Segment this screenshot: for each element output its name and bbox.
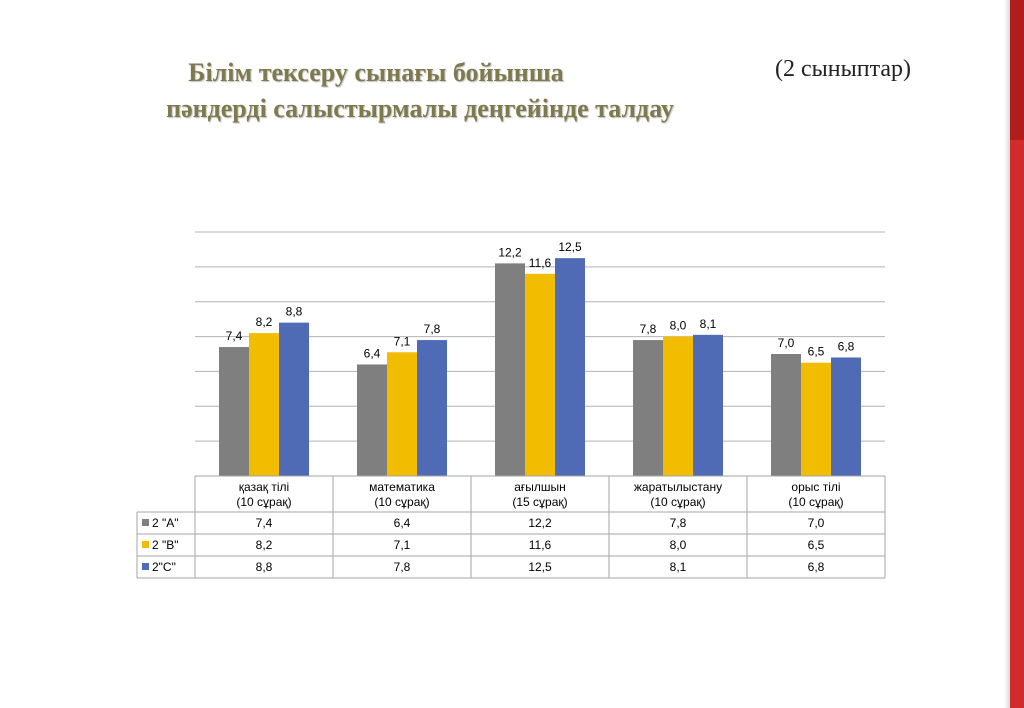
slide-title: Білім тексеру сынағы бойынша пәндерді са… — [60, 55, 780, 127]
bar — [279, 322, 309, 476]
bar — [663, 336, 693, 476]
slide-edge-shadow — [1004, 0, 1010, 708]
table-value: 12,2 — [528, 516, 552, 530]
bar — [417, 340, 447, 476]
data-label: 6,5 — [808, 345, 825, 359]
slide-title-line2: пәндерді салыстырмалы деңгейінде талдау — [166, 94, 674, 123]
table-value: 7,1 — [394, 538, 411, 552]
bar — [249, 333, 279, 476]
category-sublabel: (10 сұрақ) — [374, 495, 429, 509]
bar — [633, 340, 663, 476]
legend-key — [142, 519, 149, 526]
table-value: 7,8 — [670, 516, 687, 530]
bar — [771, 354, 801, 476]
data-label: 7,1 — [394, 334, 411, 348]
legend-key — [142, 563, 149, 570]
legend-label: 2"С" — [152, 560, 176, 574]
data-label: 6,4 — [364, 346, 381, 360]
data-label: 8,1 — [700, 317, 717, 331]
data-label: 8,2 — [256, 315, 273, 329]
category-sublabel: (15 сұрақ) — [512, 495, 567, 509]
category-label: математика — [369, 480, 435, 494]
category-label: қазақ тілі — [239, 480, 289, 494]
category-label: жаратылыстану — [634, 480, 722, 494]
legend-key — [142, 541, 149, 548]
category-sublabel: (10 сұрақ) — [650, 495, 705, 509]
data-label: 12,2 — [498, 245, 522, 259]
slide-subtitle: (2 сыныптар) — [775, 56, 912, 82]
bar — [357, 364, 387, 476]
table-value: 6,5 — [808, 538, 825, 552]
table-value: 7,0 — [808, 516, 825, 530]
table-value: 7,4 — [256, 516, 273, 530]
table-value: 6,8 — [808, 560, 825, 574]
table-value: 11,6 — [529, 538, 552, 552]
bar — [219, 347, 249, 476]
table-value: 8,1 — [670, 560, 687, 574]
data-label: 7,8 — [424, 322, 441, 336]
legend-label: 2 "В" — [152, 538, 179, 552]
slide-title-line1: Білім тексеру сынағы бойынша — [188, 58, 564, 87]
category-sublabel: (10 сұрақ) — [236, 495, 291, 509]
data-label: 7,8 — [640, 322, 657, 336]
bar — [555, 258, 585, 476]
bar — [387, 352, 417, 476]
legend-label: 2 "А" — [152, 516, 179, 530]
bar — [801, 362, 831, 476]
table-value: 8,8 — [256, 560, 273, 574]
data-label: 11,6 — [529, 256, 552, 270]
category-sublabel: (10 сұрақ) — [788, 495, 843, 509]
data-label: 7,0 — [778, 336, 795, 350]
slide-accent-bar — [1010, 0, 1024, 708]
category-label: орыс тілі — [791, 480, 840, 494]
table-value: 8,2 — [256, 538, 273, 552]
data-label: 8,8 — [286, 305, 303, 319]
table-value: 8,0 — [670, 538, 687, 552]
data-label: 12,5 — [558, 240, 582, 254]
slide-accent-bar-top — [1010, 0, 1024, 140]
table-value: 12,5 — [528, 560, 552, 574]
category-label: ағылшын — [514, 480, 566, 494]
data-label: 8,0 — [670, 319, 687, 333]
table-value: 6,4 — [394, 516, 411, 530]
bar — [525, 273, 555, 476]
bar — [831, 357, 861, 476]
bar — [693, 334, 723, 476]
bar — [495, 263, 525, 476]
data-label: 7,4 — [226, 329, 243, 343]
table-value: 7,8 — [394, 560, 411, 574]
data-label: 6,8 — [838, 339, 855, 353]
